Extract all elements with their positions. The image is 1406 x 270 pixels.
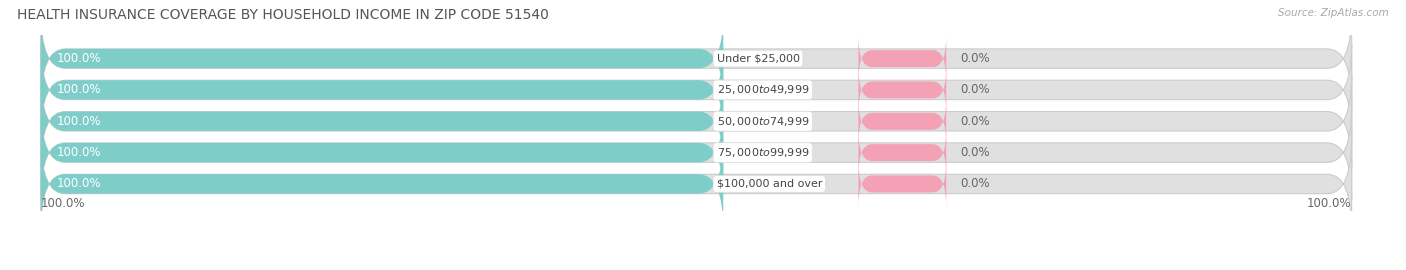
Text: 100.0%: 100.0% xyxy=(58,177,101,190)
Text: 0.0%: 0.0% xyxy=(960,115,990,128)
FancyBboxPatch shape xyxy=(859,161,946,207)
Text: 100.0%: 100.0% xyxy=(58,52,101,65)
Text: Under $25,000: Under $25,000 xyxy=(717,54,800,64)
FancyBboxPatch shape xyxy=(41,43,1351,137)
FancyBboxPatch shape xyxy=(859,67,946,113)
Text: $75,000 to $99,999: $75,000 to $99,999 xyxy=(717,146,808,159)
Text: 0.0%: 0.0% xyxy=(960,52,990,65)
Text: 100.0%: 100.0% xyxy=(58,83,101,96)
Text: 100.0%: 100.0% xyxy=(58,115,101,128)
FancyBboxPatch shape xyxy=(41,106,723,199)
FancyBboxPatch shape xyxy=(41,75,723,168)
FancyBboxPatch shape xyxy=(859,98,946,144)
Text: 0.0%: 0.0% xyxy=(960,146,990,159)
FancyBboxPatch shape xyxy=(41,43,723,137)
FancyBboxPatch shape xyxy=(41,106,1351,199)
FancyBboxPatch shape xyxy=(859,36,946,82)
Text: $25,000 to $49,999: $25,000 to $49,999 xyxy=(717,83,808,96)
Text: 0.0%: 0.0% xyxy=(960,177,990,190)
Text: 100.0%: 100.0% xyxy=(58,146,101,159)
Text: HEALTH INSURANCE COVERAGE BY HOUSEHOLD INCOME IN ZIP CODE 51540: HEALTH INSURANCE COVERAGE BY HOUSEHOLD I… xyxy=(17,8,548,22)
FancyBboxPatch shape xyxy=(41,137,1351,231)
FancyBboxPatch shape xyxy=(41,75,1351,168)
Text: $100,000 and over: $100,000 and over xyxy=(717,179,823,189)
Text: 0.0%: 0.0% xyxy=(960,83,990,96)
Text: 100.0%: 100.0% xyxy=(1308,197,1351,210)
FancyBboxPatch shape xyxy=(41,137,723,231)
FancyBboxPatch shape xyxy=(41,12,723,105)
FancyBboxPatch shape xyxy=(859,130,946,176)
Text: Source: ZipAtlas.com: Source: ZipAtlas.com xyxy=(1278,8,1389,18)
Text: 100.0%: 100.0% xyxy=(41,197,86,210)
FancyBboxPatch shape xyxy=(41,12,1351,105)
Text: $50,000 to $74,999: $50,000 to $74,999 xyxy=(717,115,808,128)
